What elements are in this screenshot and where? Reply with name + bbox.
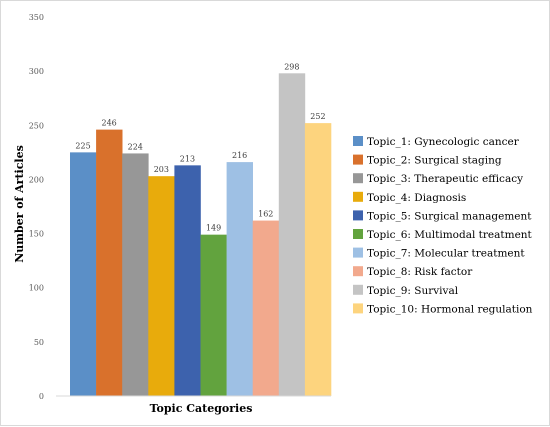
legend-label: Topic_9: Survival: [367, 285, 459, 297]
legend-swatch: [353, 229, 363, 239]
data-label: 162: [258, 210, 273, 219]
y-tick-label: 50: [34, 338, 44, 347]
y-tick-label: 150: [29, 230, 44, 239]
bar: [304, 123, 332, 397]
data-label: 298: [284, 62, 299, 71]
legend-label: Topic_3: Therapeutic efficacy: [367, 173, 523, 185]
y-tick-labels: 0 50 100 150 200 250 300 350: [29, 13, 44, 401]
y-tick-label: 200: [29, 175, 44, 184]
legend-swatch: [353, 173, 363, 184]
bar: [226, 162, 253, 396]
legend-swatch: [353, 266, 363, 277]
legend-label: Topic_4: Diagnosis: [367, 192, 466, 204]
y-tick-label: 350: [29, 13, 44, 22]
data-label: 224: [128, 142, 143, 151]
data-label: 225: [75, 141, 90, 150]
data-labels: 225 246 224 203 213 149 216 162 298 252: [75, 62, 325, 232]
data-label: 216: [232, 151, 247, 160]
y-tick-label: 300: [29, 67, 44, 76]
bar: [70, 152, 97, 396]
legend-swatch: [353, 284, 363, 295]
legend-label: Topic_2: Surgical staging: [367, 155, 502, 167]
bar: [200, 234, 227, 396]
legend-label: Topic_8: Risk factor: [367, 266, 473, 278]
bar: [174, 165, 201, 396]
bar: [278, 73, 306, 397]
legend-label: Topic_1: Gynecologic cancer: [367, 136, 520, 148]
legend-label: Topic_6: Multimodal treatment: [367, 229, 533, 241]
y-tick-label: 250: [29, 121, 44, 130]
legend-swatch: [353, 303, 363, 314]
data-label: 149: [206, 224, 221, 233]
bar: [252, 220, 280, 396]
bar: [96, 129, 123, 397]
data-label: 213: [180, 154, 195, 163]
y-tick-label: 0: [39, 392, 44, 401]
legend-swatch: [353, 210, 363, 221]
x-axis-title: Topic Categories: [150, 402, 253, 415]
legend-swatch: [353, 136, 363, 146]
legend: Topic_1: Gynecologic cancer Topic_2: Surg…: [353, 136, 533, 315]
data-label: 246: [102, 119, 117, 128]
legend-swatch: [353, 154, 363, 165]
data-label: 203: [154, 165, 169, 174]
bar: [122, 153, 149, 396]
bar: [148, 176, 175, 396]
bars: [70, 73, 332, 397]
y-tick-label: 100: [29, 284, 44, 293]
y-axis-title: Number of Articles: [13, 145, 26, 263]
legend-label: Topic_7: Molecular treatment: [367, 248, 525, 260]
data-label: 252: [310, 112, 325, 121]
legend-swatch: [353, 247, 363, 258]
legend-swatch: [353, 191, 363, 202]
legend-label: Topic_5: Surgical management: [367, 210, 532, 222]
legend-label: Topic_10: Hormonal regulation: [367, 303, 533, 315]
